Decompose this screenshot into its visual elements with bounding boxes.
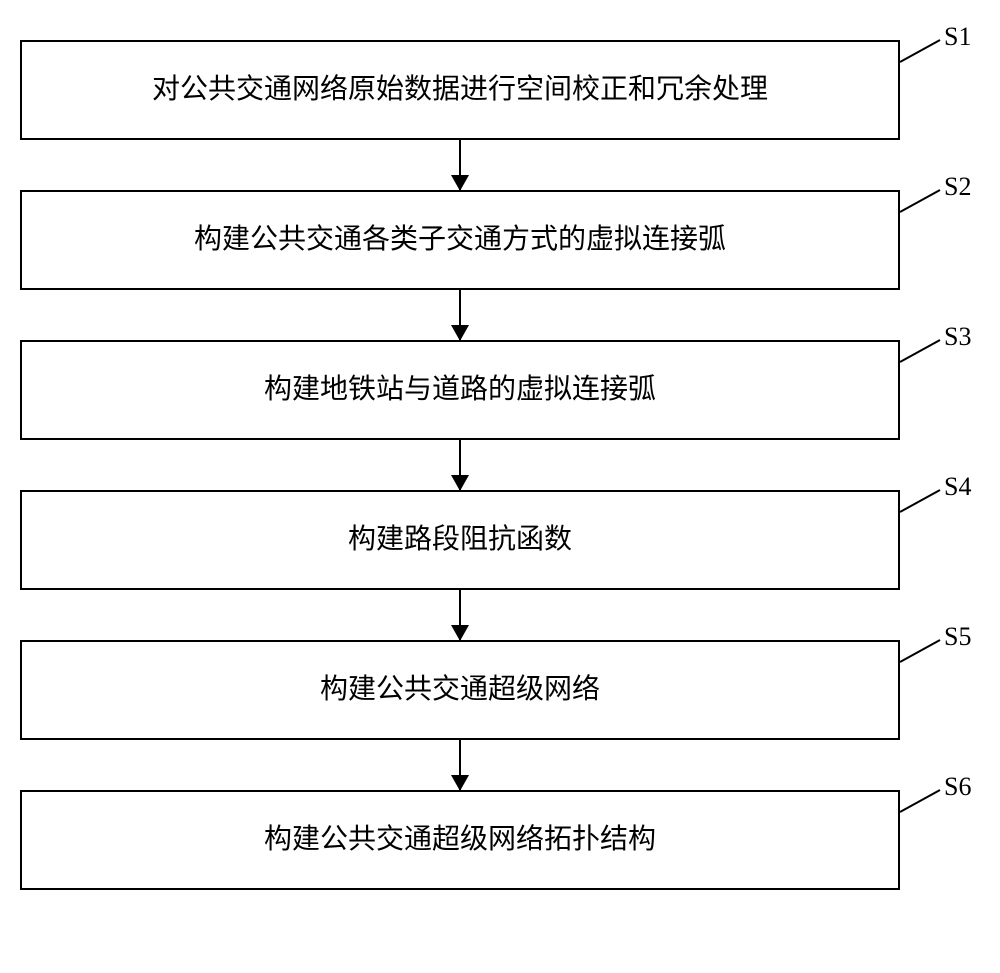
arrow-down-icon [459,740,461,790]
step-row: 构建地铁站与道路的虚拟连接弧S3 [20,340,980,440]
leader-line [900,190,948,214]
step-box: 构建公共交通各类子交通方式的虚拟连接弧 [20,190,900,290]
step-row: 构建路段阻抗函数S4 [20,490,980,590]
step-box: 构建路段阻抗函数 [20,490,900,590]
step-label: S5 [944,622,971,652]
leader-line [900,340,948,364]
leader-line [900,640,948,664]
arrow-wrap [20,140,900,190]
leader-line [900,490,948,514]
step-row: 对公共交通网络原始数据进行空间校正和冗余处理S1 [20,40,980,140]
arrow-wrap [20,590,900,640]
step-label: S6 [944,772,971,802]
step-row: 构建公共交通各类子交通方式的虚拟连接弧S2 [20,190,980,290]
step-label: S1 [944,22,971,52]
step-label: S4 [944,472,971,502]
step-row: 构建公共交通超级网络拓扑结构S6 [20,790,980,890]
arrow-down-icon [459,140,461,190]
step-box: 构建公共交通超级网络 [20,640,900,740]
flowchart-container: 对公共交通网络原始数据进行空间校正和冗余处理S1 构建公共交通各类子交通方式的虚拟… [20,40,980,890]
arrow-down-icon [459,290,461,340]
step-row: 构建公共交通超级网络S5 [20,640,980,740]
step-box: 构建公共交通超级网络拓扑结构 [20,790,900,890]
step-box: 对公共交通网络原始数据进行空间校正和冗余处理 [20,40,900,140]
step-box: 构建地铁站与道路的虚拟连接弧 [20,340,900,440]
arrow-wrap [20,290,900,340]
leader-line [900,40,948,64]
step-label: S2 [944,172,971,202]
arrow-down-icon [459,590,461,640]
arrow-wrap [20,740,900,790]
leader-line [900,790,948,814]
step-label: S3 [944,322,971,352]
arrow-down-icon [459,440,461,490]
arrow-wrap [20,440,900,490]
